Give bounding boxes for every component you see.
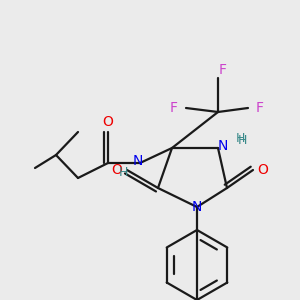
Text: N: N xyxy=(218,139,228,153)
Text: F: F xyxy=(219,63,227,77)
Text: H: H xyxy=(237,134,247,146)
Text: O: O xyxy=(112,163,122,177)
Text: O: O xyxy=(103,115,113,129)
Text: N: N xyxy=(192,200,202,214)
Text: F: F xyxy=(170,101,178,115)
Text: N: N xyxy=(133,154,143,168)
Text: F: F xyxy=(256,101,264,115)
Text: H: H xyxy=(118,167,128,179)
Text: O: O xyxy=(258,163,268,177)
Text: H: H xyxy=(235,131,245,145)
